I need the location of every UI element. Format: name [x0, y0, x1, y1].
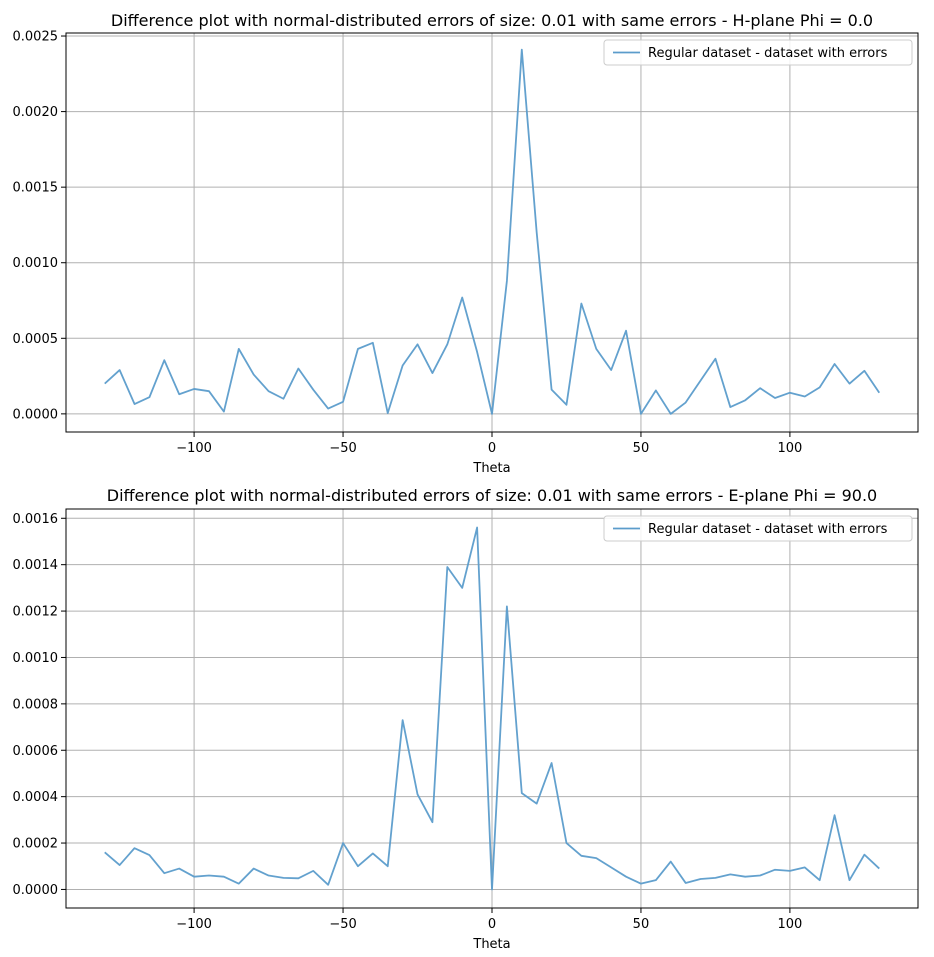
- y-tick-label: 0.0000: [13, 407, 59, 422]
- chart-h-plane: Difference plot with normal-distributed …: [13, 11, 919, 476]
- x-tick-label: −100: [176, 441, 212, 456]
- y-tick-label: 0.0016: [13, 512, 59, 527]
- x-axis-label: Theta: [472, 937, 510, 952]
- y-tick-label: 0.0010: [13, 256, 59, 271]
- legend-entry: Regular dataset - dataset with errors: [648, 522, 888, 537]
- chart-title: Difference plot with normal-distributed …: [107, 486, 877, 505]
- legend: Regular dataset - dataset with errors: [603, 39, 913, 66]
- y-tick-label: 0.0002: [13, 837, 59, 852]
- x-tick-label: 0: [488, 917, 496, 932]
- x-tick-label: 50: [633, 917, 650, 932]
- plot-frame: [65, 32, 919, 433]
- y-tick-label: 0.0004: [13, 790, 59, 805]
- x-tick-label: 100: [777, 441, 802, 456]
- y-tick-label: 0.0005: [13, 332, 59, 347]
- legend-box: [603, 39, 913, 66]
- legend-entry: Regular dataset - dataset with errors: [648, 46, 888, 61]
- x-tick-label: 50: [633, 441, 650, 456]
- y-tick-label: 0.0008: [13, 697, 59, 712]
- series-line: [104, 526, 880, 891]
- y-tick-label: 0.0020: [13, 105, 59, 120]
- x-tick-label: −50: [329, 917, 356, 932]
- y-tick-label: 0.0025: [13, 30, 59, 45]
- x-tick-label: 100: [777, 917, 802, 932]
- y-tick-label: 0.0010: [13, 651, 59, 666]
- y-tick-label: 0.0014: [13, 558, 59, 573]
- y-tick-label: 0.0006: [13, 744, 59, 759]
- plot-frame: [65, 508, 919, 909]
- legend: Regular dataset - dataset with errors: [603, 515, 913, 542]
- chart-e-plane: Difference plot with normal-distributed …: [13, 486, 919, 952]
- y-tick-label: 0.0012: [13, 605, 59, 620]
- y-tick-label: 0.0000: [13, 883, 59, 898]
- series-line: [104, 48, 881, 415]
- legend-box: [603, 515, 913, 542]
- x-tick-label: 0: [488, 441, 496, 456]
- y-tick-label: 0.0015: [13, 181, 59, 196]
- x-tick-label: −100: [176, 917, 212, 932]
- x-tick-label: −50: [329, 441, 356, 456]
- x-axis-label: Theta: [472, 461, 510, 476]
- chart-title: Difference plot with normal-distributed …: [111, 11, 873, 30]
